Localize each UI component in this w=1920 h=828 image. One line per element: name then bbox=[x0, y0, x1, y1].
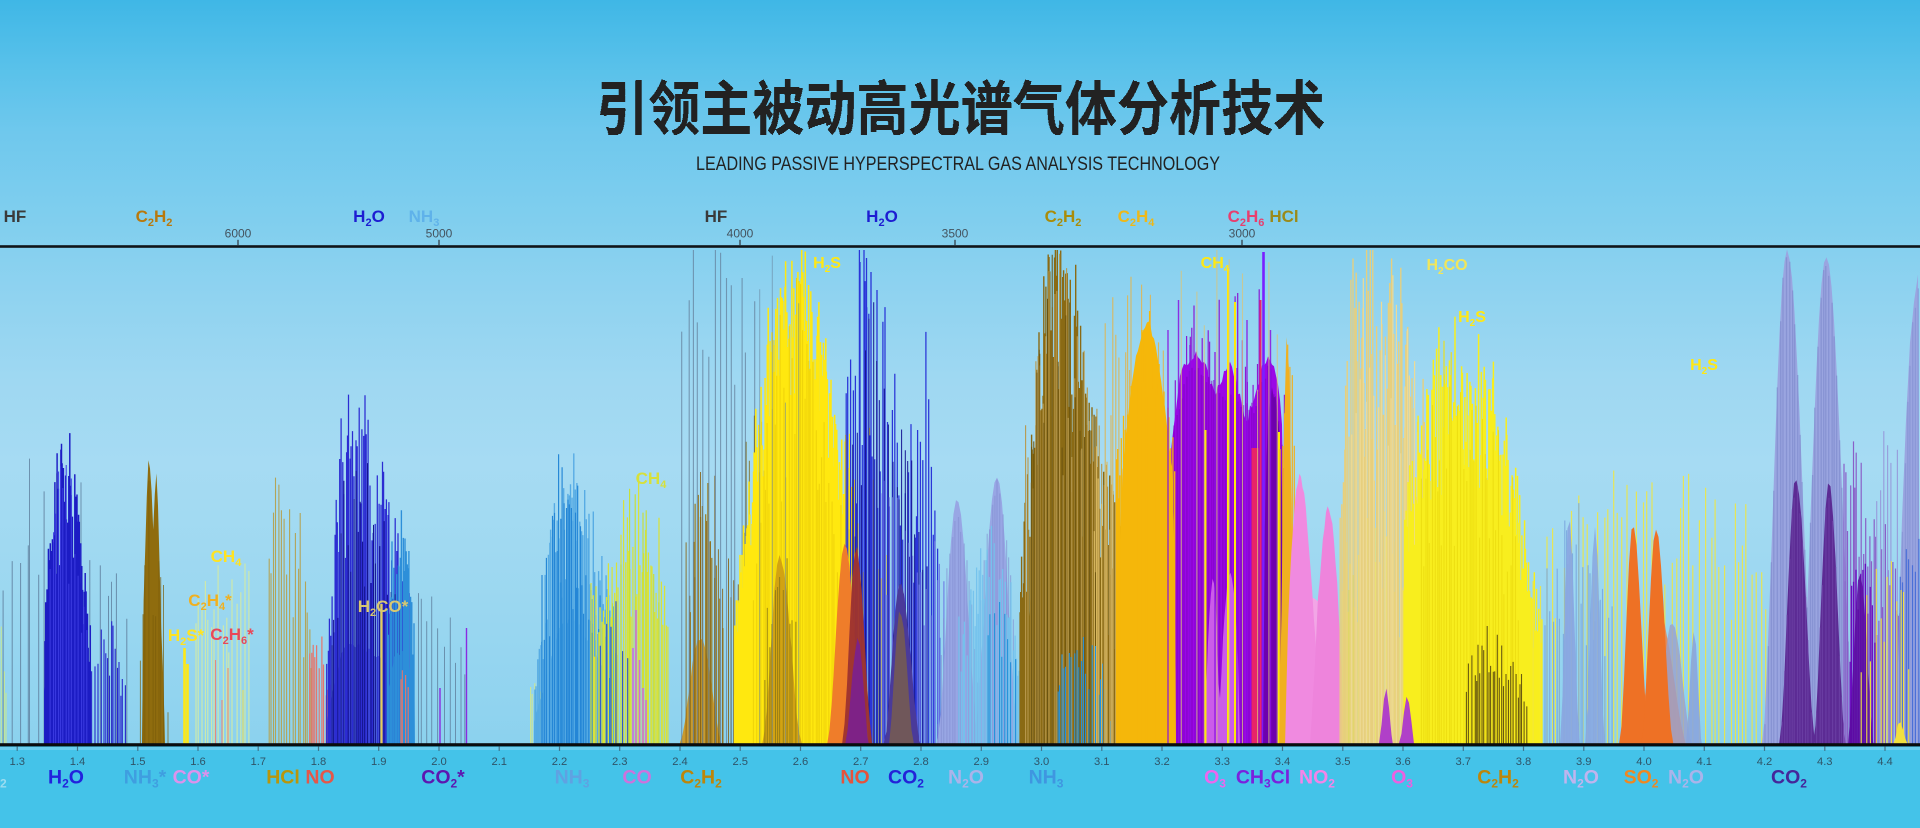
svg-text:CH4​: CH4​ bbox=[1201, 255, 1230, 275]
svg-text:3.1: 3.1 bbox=[1094, 756, 1110, 768]
svg-text:H2​S: H2​S bbox=[1690, 357, 1718, 377]
svg-text:2.8: 2.8 bbox=[913, 756, 929, 768]
svg-text:LEADING PASSIVE HYPERSPECTRAL: LEADING PASSIVE HYPERSPECTRAL GAS ANALYS… bbox=[696, 153, 1220, 175]
svg-text:3.8: 3.8 bbox=[1516, 756, 1532, 768]
svg-text:NO: NO bbox=[305, 767, 334, 789]
svg-text:2.6: 2.6 bbox=[793, 756, 809, 768]
svg-text:NH3​: NH3​ bbox=[1029, 767, 1064, 791]
svg-text:4.1: 4.1 bbox=[1696, 756, 1712, 768]
svg-text:C2​H6​: C2​H6​ bbox=[1228, 207, 1265, 229]
svg-text:C2​H2​: C2​H2​ bbox=[680, 767, 722, 791]
svg-text:C2​H4​: C2​H4​ bbox=[1118, 207, 1156, 229]
svg-text:1.9: 1.9 bbox=[371, 756, 387, 768]
svg-text:H2​S: H2​S bbox=[813, 255, 841, 275]
svg-text:CO: CO bbox=[622, 767, 651, 789]
svg-text:1.6: 1.6 bbox=[190, 756, 206, 768]
svg-text:N2​O: N2​O bbox=[1668, 767, 1704, 791]
svg-text:C2​H6​*: C2​H6​* bbox=[210, 625, 254, 647]
svg-text:SO2​: SO2​ bbox=[1624, 767, 1659, 791]
svg-text:CO2​: CO2​ bbox=[1771, 767, 1807, 791]
svg-text:NO2​: NO2​ bbox=[1299, 767, 1335, 791]
svg-text:2.2: 2.2 bbox=[552, 756, 568, 768]
svg-text:1.8: 1.8 bbox=[311, 756, 327, 768]
svg-text:3.3: 3.3 bbox=[1214, 756, 1230, 768]
svg-text:4000: 4000 bbox=[727, 227, 754, 241]
svg-text:2.1: 2.1 bbox=[491, 756, 507, 768]
svg-text:2​: 2​ bbox=[0, 777, 7, 791]
svg-text:CH4​: CH4​ bbox=[211, 547, 243, 569]
svg-text:2.3: 2.3 bbox=[612, 756, 628, 768]
svg-text:H2​O: H2​O bbox=[48, 767, 84, 791]
svg-text:1.5: 1.5 bbox=[130, 756, 146, 768]
svg-text:C2​H2​: C2​H2​ bbox=[1045, 207, 1082, 229]
svg-text:C2​H4​*: C2​H4​* bbox=[188, 591, 232, 613]
svg-text:2.5: 2.5 bbox=[732, 756, 748, 768]
svg-text:O3​: O3​ bbox=[1204, 767, 1226, 791]
svg-text:C2​H2​: C2​H2​ bbox=[1477, 767, 1519, 791]
svg-text:C2​H2​: C2​H2​ bbox=[136, 207, 173, 229]
svg-text:2.4: 2.4 bbox=[672, 756, 688, 768]
svg-text:1.3: 1.3 bbox=[9, 756, 25, 768]
svg-text:H2​O: H2​O bbox=[866, 207, 898, 229]
svg-text:CH3​Cl: CH3​Cl bbox=[1236, 767, 1290, 791]
svg-text:4.4: 4.4 bbox=[1877, 756, 1893, 768]
svg-text:NH3​: NH3​ bbox=[555, 767, 590, 791]
svg-text:CO2​*: CO2​* bbox=[421, 767, 465, 791]
svg-text:H2​CO*: H2​CO* bbox=[358, 597, 409, 619]
svg-text:3.0: 3.0 bbox=[1034, 756, 1050, 768]
svg-text:2.7: 2.7 bbox=[853, 756, 869, 768]
svg-text:CO2​: CO2​ bbox=[888, 767, 924, 791]
svg-text:HF: HF bbox=[4, 207, 27, 226]
svg-text:4.0: 4.0 bbox=[1636, 756, 1652, 768]
svg-text:2.0: 2.0 bbox=[431, 756, 447, 768]
svg-text:CH4​: CH4​ bbox=[636, 469, 668, 491]
svg-text:3.4: 3.4 bbox=[1275, 756, 1291, 768]
svg-text:3.6: 3.6 bbox=[1395, 756, 1411, 768]
svg-text:NH3​: NH3​ bbox=[409, 207, 440, 229]
svg-text:CO*: CO* bbox=[173, 767, 210, 789]
svg-text:HCl: HCl bbox=[266, 767, 300, 789]
svg-text:O3​: O3​ bbox=[1391, 767, 1413, 791]
svg-text:H2​S*: H2​S* bbox=[168, 626, 205, 648]
svg-text:H2​CO: H2​CO bbox=[1426, 257, 1467, 277]
svg-text:H2​O: H2​O bbox=[353, 207, 385, 229]
svg-text:3500: 3500 bbox=[942, 227, 969, 241]
svg-text:NO: NO bbox=[840, 767, 869, 789]
svg-text:3.5: 3.5 bbox=[1335, 756, 1351, 768]
svg-text:4.3: 4.3 bbox=[1817, 756, 1833, 768]
svg-text:2.9: 2.9 bbox=[973, 756, 989, 768]
svg-text:4.2: 4.2 bbox=[1757, 756, 1773, 768]
svg-text:5000: 5000 bbox=[426, 227, 453, 241]
svg-text:3000: 3000 bbox=[1229, 227, 1256, 241]
svg-text:HF: HF bbox=[705, 207, 728, 226]
svg-text:N2​O: N2​O bbox=[1563, 767, 1599, 791]
svg-text:H2​S: H2​S bbox=[1458, 309, 1486, 329]
svg-text:3.7: 3.7 bbox=[1455, 756, 1471, 768]
svg-text:1.7: 1.7 bbox=[250, 756, 266, 768]
svg-text:N2​O: N2​O bbox=[948, 767, 984, 791]
svg-text:NH3​*: NH3​* bbox=[124, 767, 167, 791]
svg-text:HCl: HCl bbox=[1269, 207, 1298, 226]
svg-text:3.2: 3.2 bbox=[1154, 756, 1170, 768]
svg-text:6000: 6000 bbox=[225, 227, 252, 241]
svg-text:3.9: 3.9 bbox=[1576, 756, 1592, 768]
svg-text:1.4: 1.4 bbox=[70, 756, 86, 768]
